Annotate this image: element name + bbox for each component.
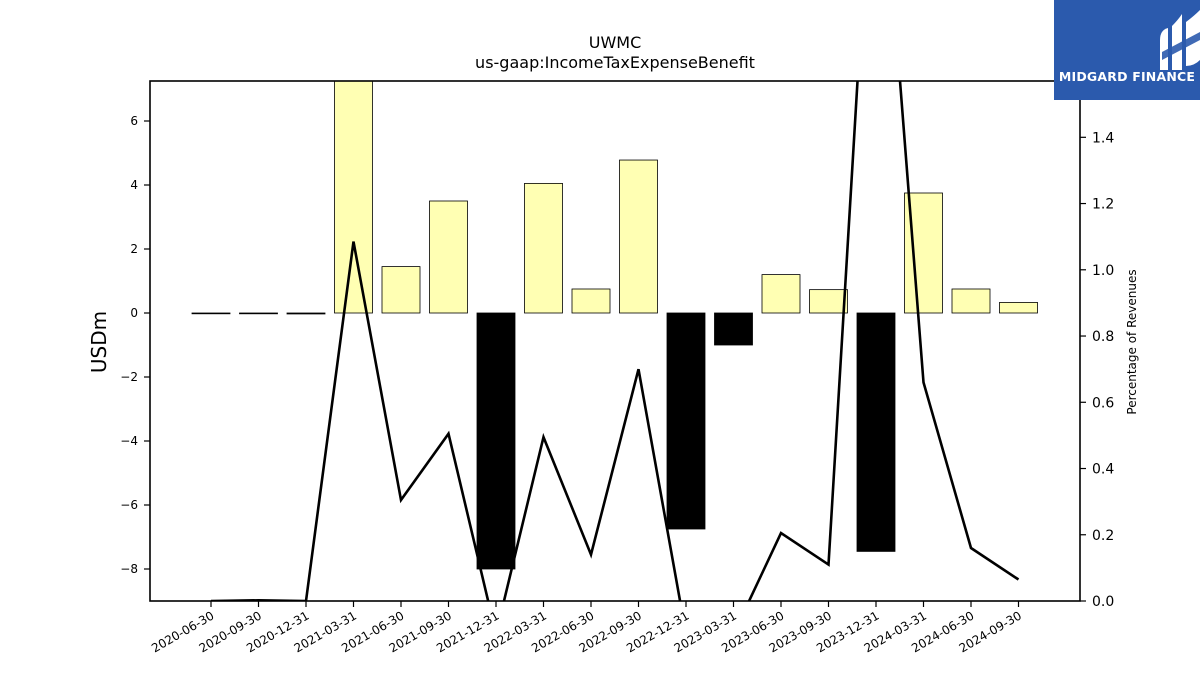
- y2-tick-label: 1.4: [1092, 130, 1114, 146]
- y2-tick-label: 0.0: [1092, 594, 1114, 610]
- y2-tick-label: 0.2: [1092, 528, 1114, 544]
- y2-axis-label: Percentage of Revenues: [1125, 269, 1139, 414]
- bar-2024-09-30: [999, 302, 1038, 314]
- y-axis-label: USDm: [87, 311, 111, 373]
- y2-tick-label: 1.2: [1092, 197, 1114, 213]
- y-tick-label: −8: [120, 562, 138, 576]
- bar-2021-06-30: [381, 266, 421, 314]
- y2-tick-label: 0.6: [1092, 395, 1114, 411]
- bar-2020-06-30: [191, 312, 231, 315]
- bar-2023-09-30: [809, 289, 848, 314]
- plot-area: 6420−2−4−6−80.00.20.40.60.81.01.21.42020…: [120, 80, 1114, 655]
- bar-2022-12-31: [666, 312, 706, 530]
- plot-frame: [149, 80, 1081, 602]
- bar-2023-12-31: [856, 312, 896, 552]
- plot-clip-group: [191, 81, 1038, 601]
- logo-text: MIDGARD FINANCE: [1058, 69, 1196, 84]
- y-tick-label: −4: [120, 434, 138, 448]
- midgard-finance-logo: MIDGARD FINANCE: [1054, 0, 1200, 100]
- bar-2021-03-31: [334, 81, 373, 314]
- y-tick-label: −6: [120, 498, 138, 512]
- y-tick-label: 0: [130, 306, 138, 320]
- bar-2022-03-31: [524, 182, 563, 314]
- logo-mark-icon: [1160, 10, 1200, 70]
- bar-2021-09-30: [429, 200, 468, 314]
- y2-tick-label: 0.8: [1092, 329, 1114, 345]
- chart-title: UWMC: [589, 33, 642, 52]
- bar-2022-06-30: [571, 288, 611, 314]
- bar-2024-06-30: [951, 288, 991, 314]
- bar-2023-06-30: [761, 274, 801, 314]
- y-tick-label: 4: [130, 178, 138, 192]
- bar-2020-09-30: [239, 312, 278, 315]
- y2-tick-label: 0.4: [1092, 462, 1114, 478]
- y2-tick-label: 1.0: [1092, 263, 1114, 279]
- y-tick-label: −2: [120, 370, 138, 384]
- chart-subtitle: us-gaap:IncomeTaxExpenseBenefit: [475, 53, 755, 72]
- y-tick-label: 6: [130, 114, 138, 128]
- bar-2020-12-31: [286, 312, 326, 315]
- bar-2023-03-31: [714, 312, 753, 346]
- percentage-line: [210, 81, 1020, 601]
- bar-2021-12-31: [476, 312, 516, 570]
- y-tick-label: 2: [130, 242, 138, 256]
- bar-2022-09-30: [619, 159, 658, 314]
